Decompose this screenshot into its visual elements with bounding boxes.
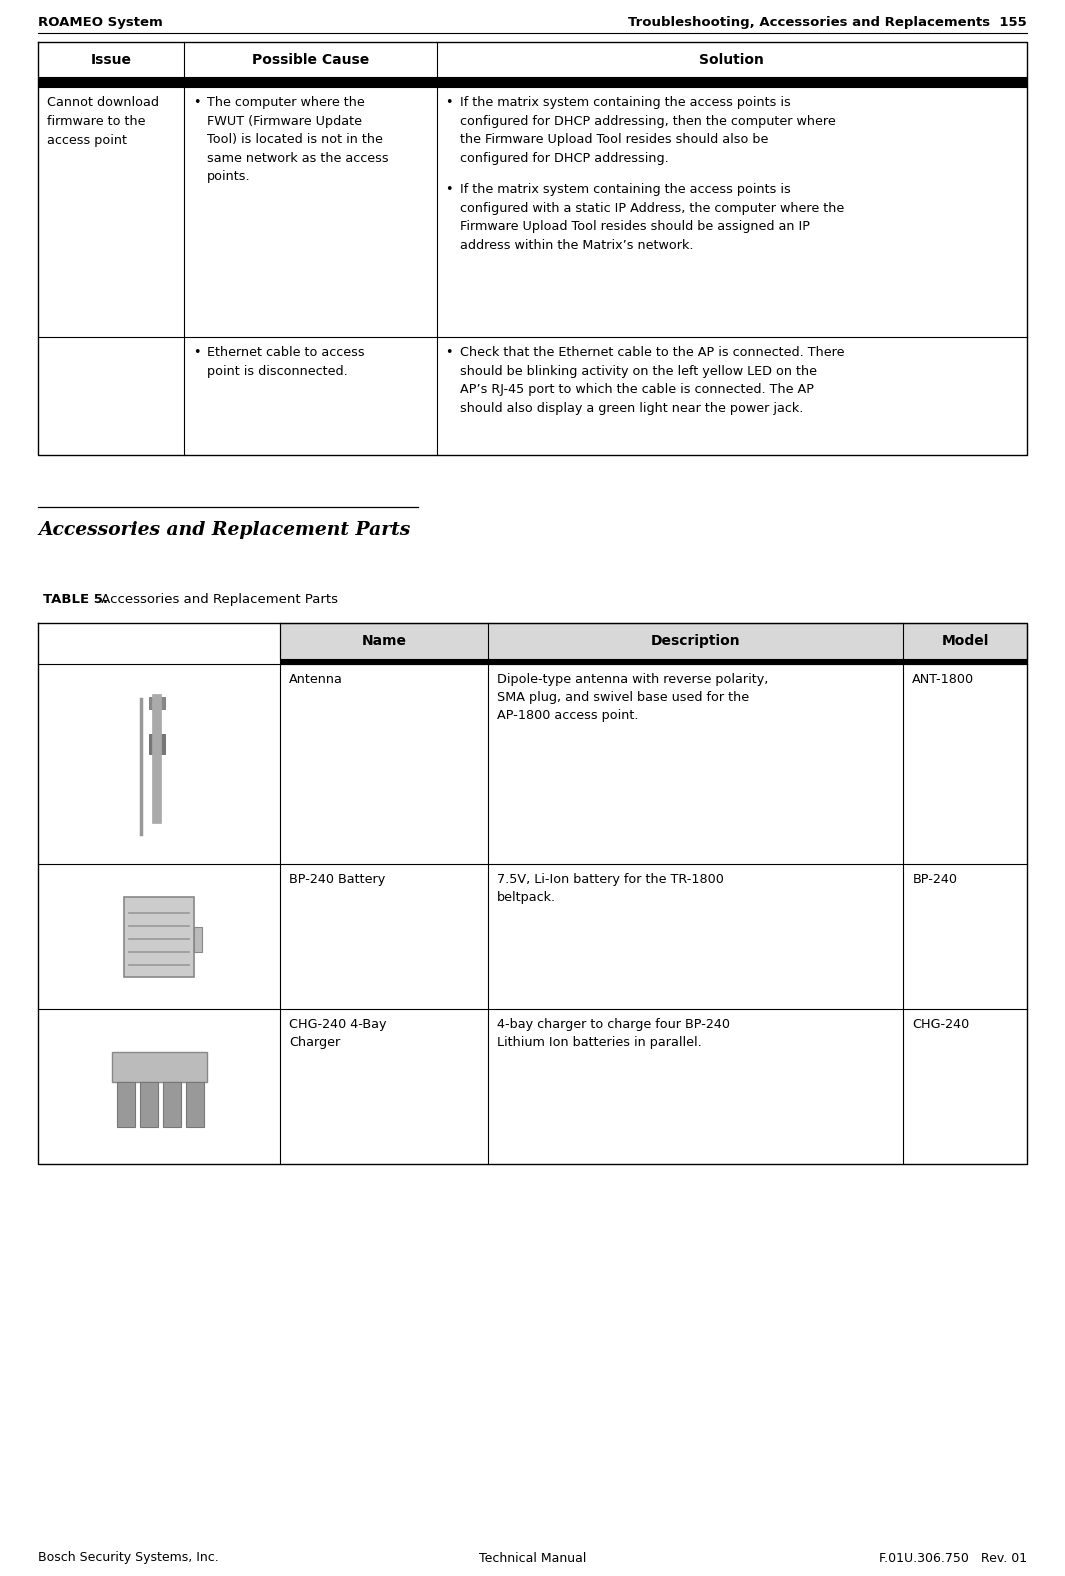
Bar bbox=[117, 1081, 134, 1127]
Text: Troubleshooting, Accessories and Replacements  155: Troubleshooting, Accessories and Replace… bbox=[628, 16, 1027, 28]
Bar bbox=[185, 1081, 203, 1127]
Text: Model: Model bbox=[941, 634, 989, 648]
Text: BP-240 Battery: BP-240 Battery bbox=[290, 873, 386, 886]
Bar bbox=[38, 43, 1027, 77]
Text: Technical Manual: Technical Manual bbox=[479, 1551, 586, 1565]
Text: CHG-240: CHG-240 bbox=[913, 1018, 969, 1031]
Text: BP-240: BP-240 bbox=[913, 873, 957, 886]
Text: Name: Name bbox=[362, 634, 407, 648]
Text: •: • bbox=[445, 347, 453, 359]
Text: CHG-240 4-Bay
Charger: CHG-240 4-Bay Charger bbox=[290, 1018, 387, 1050]
Text: •: • bbox=[445, 183, 453, 197]
Text: Ethernet cable to access
point is disconnected.: Ethernet cable to access point is discon… bbox=[208, 347, 365, 378]
Bar bbox=[194, 927, 202, 952]
Text: ANT-1800: ANT-1800 bbox=[913, 673, 974, 686]
Text: If the matrix system containing the access points is
configured with a static IP: If the matrix system containing the acce… bbox=[460, 183, 843, 252]
Text: •: • bbox=[194, 96, 201, 109]
Bar bbox=[280, 623, 1027, 659]
Text: Description: Description bbox=[651, 634, 740, 648]
Bar bbox=[280, 659, 1027, 663]
Text: Accessories and Replacement Parts: Accessories and Replacement Parts bbox=[38, 522, 410, 539]
Bar bbox=[125, 897, 194, 977]
Text: Bosch Security Systems, Inc.: Bosch Security Systems, Inc. bbox=[38, 1551, 218, 1565]
Text: Dipole-type antenna with reverse polarity,
SMA plug, and swivel base used for th: Dipole-type antenna with reverse polarit… bbox=[497, 673, 768, 722]
Bar bbox=[163, 1081, 181, 1127]
Bar bbox=[149, 734, 165, 753]
Text: Check that the Ethernet cable to the AP is connected. There
should be blinking a: Check that the Ethernet cable to the AP … bbox=[460, 347, 845, 414]
Text: Possible Cause: Possible Cause bbox=[251, 52, 370, 66]
Text: Antenna: Antenna bbox=[290, 673, 343, 686]
Bar bbox=[149, 697, 165, 709]
Text: Accessories and Replacement Parts: Accessories and Replacement Parts bbox=[97, 593, 338, 607]
Text: Solution: Solution bbox=[700, 52, 765, 66]
Text: 7.5V, Li-Ion battery for the TR-1800
beltpack.: 7.5V, Li-Ion battery for the TR-1800 bel… bbox=[497, 873, 724, 905]
Text: The computer where the
FWUT (Firmware Update
Tool) is located is not in the
same: The computer where the FWUT (Firmware Up… bbox=[208, 96, 389, 183]
Bar bbox=[38, 77, 1027, 87]
Text: Issue: Issue bbox=[91, 52, 132, 66]
Bar bbox=[140, 1081, 158, 1127]
Text: ROAMEO System: ROAMEO System bbox=[38, 16, 163, 28]
Text: F.01U.306.750   Rev. 01: F.01U.306.750 Rev. 01 bbox=[879, 1551, 1027, 1565]
Text: •: • bbox=[445, 96, 453, 109]
Text: TABLE 5.: TABLE 5. bbox=[43, 593, 108, 607]
Text: 4-bay charger to charge four BP-240
Lithium Ion batteries in parallel.: 4-bay charger to charge four BP-240 Lith… bbox=[497, 1018, 730, 1050]
Text: If the matrix system containing the access points is
configured for DHCP address: If the matrix system containing the acce… bbox=[460, 96, 835, 164]
Text: •: • bbox=[194, 347, 201, 359]
Bar bbox=[112, 1051, 207, 1081]
Text: Cannot download
firmware to the
access point: Cannot download firmware to the access p… bbox=[47, 96, 159, 147]
